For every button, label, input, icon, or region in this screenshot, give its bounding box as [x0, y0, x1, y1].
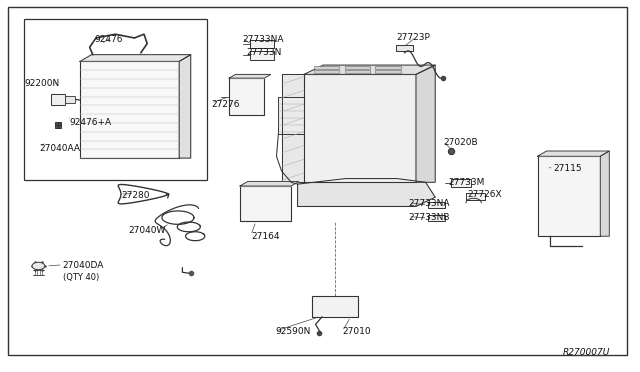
Text: 27040DA: 27040DA [63, 262, 104, 270]
Bar [314, 66, 339, 69]
Bar [250, 40, 274, 48]
Text: (QTY 40): (QTY 40) [63, 273, 99, 282]
Text: 27040AA: 27040AA [40, 144, 81, 153]
Bar [376, 66, 401, 69]
Polygon shape [229, 74, 271, 78]
Polygon shape [304, 65, 435, 74]
Bar [376, 70, 401, 73]
Text: 27020B: 27020B [443, 138, 477, 147]
Text: 27276: 27276 [211, 100, 240, 109]
Text: 27733NB: 27733NB [408, 213, 450, 222]
Bar [466, 193, 485, 200]
Text: 27733M: 27733M [448, 178, 484, 187]
Bar [538, 156, 600, 236]
Text: 27040W: 27040W [128, 226, 165, 235]
Polygon shape [600, 151, 609, 236]
Bar [428, 215, 445, 221]
Text: 92476: 92476 [95, 35, 124, 44]
Bar [24, 19, 207, 180]
Text: 92590N: 92590N [275, 327, 310, 336]
Bar [240, 186, 291, 221]
Text: 27010: 27010 [342, 327, 371, 336]
Polygon shape [240, 182, 299, 186]
Bar [314, 70, 339, 73]
Text: R270007U: R270007U [563, 348, 611, 357]
Polygon shape [282, 74, 304, 182]
Text: 27280: 27280 [122, 191, 150, 200]
Text: 27115: 27115 [554, 164, 582, 173]
Text: 92200N: 92200N [24, 79, 60, 88]
Text: 27733NA: 27733NA [242, 35, 284, 44]
Bar [451, 179, 471, 187]
Bar [229, 78, 264, 115]
Text: 27164: 27164 [251, 232, 280, 241]
Bar [396, 45, 413, 51]
Bar [278, 97, 304, 134]
Polygon shape [416, 65, 435, 182]
Bar [51, 94, 65, 105]
Bar [250, 51, 274, 60]
Bar [80, 61, 179, 158]
Polygon shape [179, 55, 191, 158]
Polygon shape [80, 55, 191, 61]
Polygon shape [538, 151, 609, 156]
Bar [304, 74, 416, 182]
Bar [65, 96, 75, 103]
Text: 27723P: 27723P [397, 33, 431, 42]
Text: 27733N: 27733N [246, 48, 282, 57]
Text: 27733NA: 27733NA [408, 199, 450, 208]
Bar [312, 296, 358, 317]
Polygon shape [298, 179, 435, 206]
Circle shape [32, 262, 45, 270]
Bar [344, 70, 370, 73]
Text: 27726X: 27726X [467, 190, 502, 199]
Bar [428, 202, 445, 208]
Bar [344, 66, 370, 69]
Text: 92476+A: 92476+A [69, 118, 111, 127]
